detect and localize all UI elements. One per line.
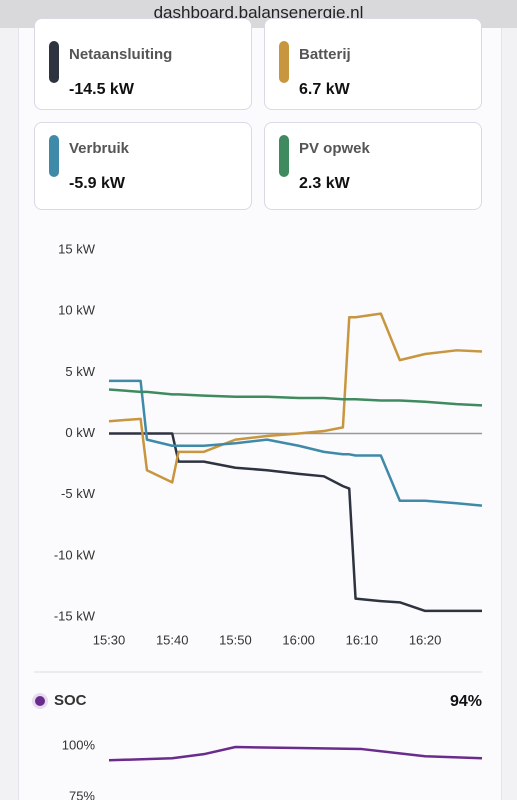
card-color-bar <box>49 41 59 83</box>
x-tick-label: 16:10 <box>346 632 379 647</box>
card-name: Verbruik <box>69 140 130 157</box>
card-color-bar <box>279 41 289 83</box>
legend-dot <box>35 696 45 706</box>
y-tick-label: 75% <box>69 788 95 800</box>
x-tick-label: 16:00 <box>282 632 315 647</box>
y-tick-label: -5 kW <box>61 486 96 501</box>
card-name: PV opwek <box>299 140 370 157</box>
y-tick-label: 15 kW <box>58 241 96 256</box>
card-color-bar <box>279 135 289 177</box>
card-value: -5.9 kW <box>69 175 126 192</box>
series-line <box>108 745 483 762</box>
y-tick-label: 10 kW <box>58 303 96 318</box>
card-name: Netaansluiting <box>69 46 173 63</box>
legend-label: SOC <box>54 692 87 709</box>
y-tick-label: 0 kW <box>65 425 95 440</box>
x-tick-label: 15:50 <box>219 632 252 647</box>
y-tick-label: 5 kW <box>65 364 95 379</box>
card-value: -14.5 kW <box>69 81 134 98</box>
card-name: Batterij <box>299 46 351 63</box>
y-tick-label: 100% <box>62 737 96 752</box>
series-line <box>109 379 483 507</box>
metric-card: Netaansluiting -14.5 kW <box>34 18 252 110</box>
x-tick-label: 15:40 <box>156 632 189 647</box>
x-tick-label: 15:30 <box>93 632 126 647</box>
metric-card: Verbruik -5.9 kW <box>34 122 252 210</box>
card-color-bar <box>49 135 59 177</box>
soc-current: 94% <box>450 693 482 710</box>
y-tick-label: -15 kW <box>54 608 96 623</box>
x-tick-label: 16:20 <box>409 632 442 647</box>
series-line <box>109 432 482 613</box>
series-line <box>108 312 483 484</box>
card-value: 2.3 kW <box>299 175 350 192</box>
y-tick-label: -10 kW <box>54 547 96 562</box>
card-value: 6.7 kW <box>299 81 350 98</box>
metric-card: PV opwek 2.3 kW <box>264 122 482 210</box>
metric-card: Batterij 6.7 kW <box>264 18 482 110</box>
series-line <box>108 388 483 407</box>
